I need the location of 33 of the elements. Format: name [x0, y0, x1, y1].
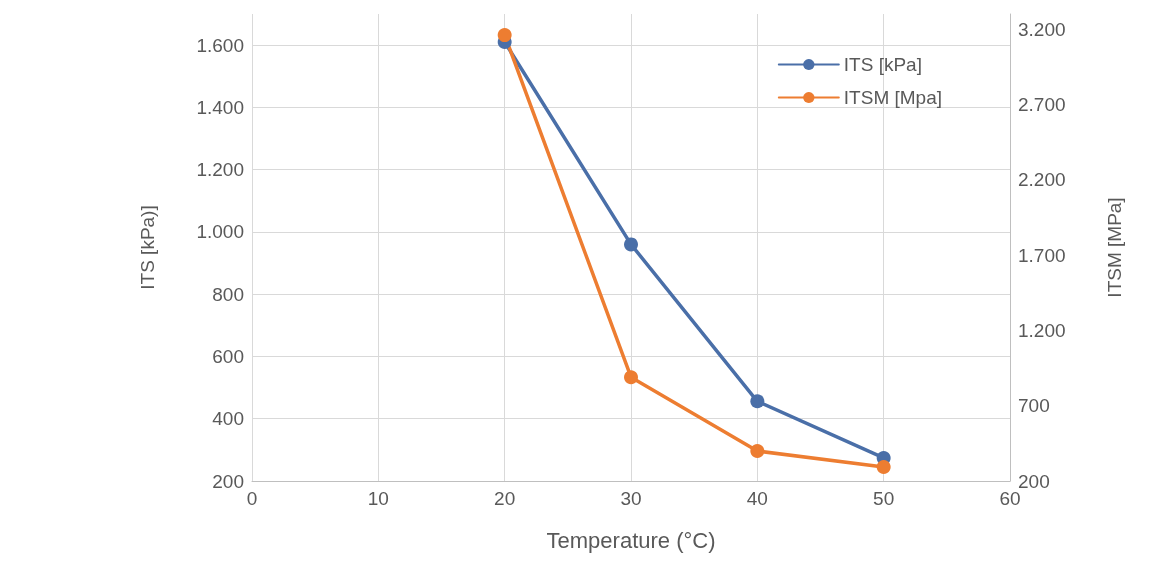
- x-tick-label: 30: [620, 488, 642, 509]
- y-axis-title: ITS [kPa)]: [137, 205, 158, 290]
- x-tick-label: 40: [746, 488, 768, 509]
- y-tick-label: 1.000: [196, 221, 244, 243]
- y-tick-label: 1.600: [196, 34, 244, 56]
- x-tick-label: 50: [873, 488, 895, 509]
- y2-tick-label: 3.200: [1018, 18, 1066, 40]
- point: [750, 444, 765, 459]
- x-tick-label: 60: [999, 488, 1021, 509]
- y-tick-label: 200: [212, 470, 244, 492]
- y-tick-label: 1.400: [196, 96, 244, 118]
- point: [497, 28, 512, 43]
- y2-tick-label: 2.700: [1018, 93, 1066, 115]
- y2-tick-label: 200: [1018, 470, 1050, 492]
- x-tick-label: 10: [367, 488, 389, 509]
- x-tick-label: 0: [246, 488, 258, 509]
- y-tick-label: 400: [212, 408, 244, 430]
- y-tick-label: 600: [212, 345, 244, 367]
- x-tick-label: 20: [494, 488, 516, 509]
- point: [624, 237, 638, 252]
- legend-label: ITSM [Mpa]: [843, 87, 943, 108]
- y2-tick-label: 1.200: [1018, 319, 1066, 341]
- legend-label: ITS [kPa]: [843, 54, 922, 75]
- y2-axis-title: ITSM [MPa]: [1104, 197, 1125, 298]
- y2-tick-label: 1.700: [1018, 244, 1066, 266]
- point: [624, 370, 638, 385]
- y-tick-label: 800: [212, 283, 244, 305]
- point: [876, 459, 891, 474]
- y2-tick-label: 700: [1018, 395, 1050, 417]
- point: [750, 394, 765, 409]
- y-tick-label: 1.200: [196, 159, 244, 181]
- x-axis-title: Temperature (°C): [546, 527, 716, 553]
- y2-tick-label: 2.200: [1018, 169, 1066, 191]
